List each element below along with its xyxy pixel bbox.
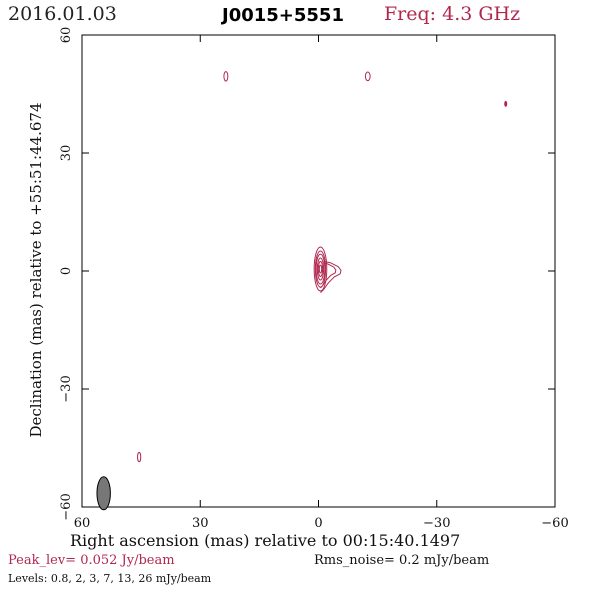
noise-contour [137,451,142,463]
y-tick-label: −30 [59,375,74,402]
core-contour [318,264,323,274]
core-contour [317,261,324,278]
x-tick-label: 60 [74,516,91,531]
x-tick-label: −30 [423,516,450,531]
x-tick-label: 30 [192,516,209,531]
y-tick-label: 0 [59,267,74,275]
jet-contour [320,262,337,289]
x-tick-label: −60 [541,516,568,531]
x-tick-label: 0 [314,516,322,531]
y-axis-label: Declination (mas) relative to +55:51:44.… [27,102,45,438]
y-tick-label: −60 [59,493,74,520]
frequency-label: Freq: 4.3 GHz [384,3,521,25]
contour-levels: Levels: 0.8, 2, 3, 7, 13, 26 mJy/beam [8,572,212,585]
beam-ellipse [96,476,111,511]
core-contour [314,250,327,288]
core-contour [316,257,325,281]
source-name: J0015+5551 [222,5,344,26]
core-contour [313,246,328,292]
y-tick-label: 30 [59,145,74,162]
observation-date: 2016.01.03 [8,3,117,25]
noise-contour [364,71,371,82]
rms-noise: Rms_noise= 0.2 mJy/beam [314,553,490,568]
peak-level: Peak_lev= 0.052 Jy/beam [8,553,175,568]
noise-contour [504,100,508,107]
x-axis-label: Right ascension (mas) relative to 00:15:… [70,531,461,550]
y-tick-label: 60 [59,27,74,44]
core-contour [315,253,326,285]
noise-contour [223,71,229,82]
jet-contour [320,260,342,293]
